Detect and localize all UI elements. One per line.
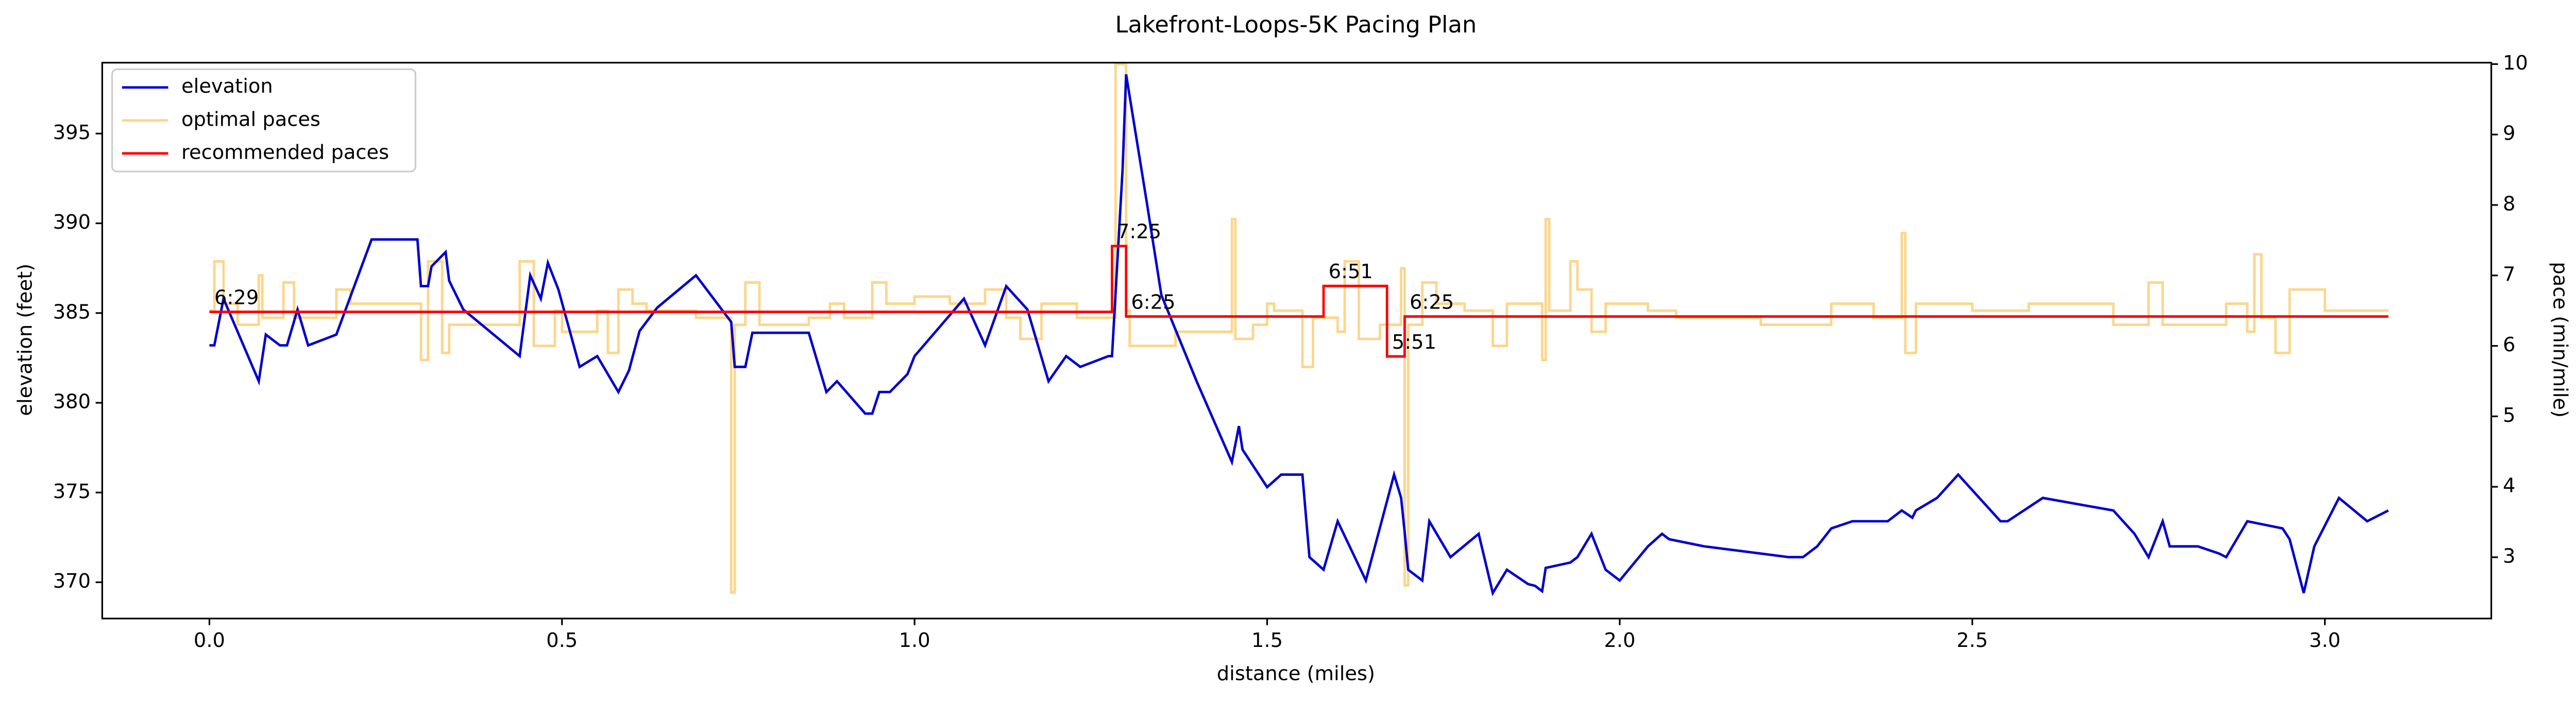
pace-annotation: 6:29 <box>214 286 259 309</box>
x-tick-label: 3.0 <box>2309 629 2341 652</box>
y-tick-label: 390 <box>53 211 91 234</box>
pace-annotation: 5:51 <box>1392 331 1436 354</box>
pace-annotation: 6:25 <box>1410 290 1454 314</box>
y2-tick-label: 8 <box>2503 192 2515 215</box>
y2-axis-label: pace (min/mile) <box>2548 262 2571 418</box>
y2-tick-label: 6 <box>2503 333 2515 356</box>
plot-area <box>209 63 2389 596</box>
step-connector <box>209 245 2388 358</box>
y2-tick-label: 5 <box>2503 404 2515 427</box>
pace-annotation: 6:51 <box>1329 260 1373 283</box>
elevation-line <box>209 74 2389 596</box>
y-axis-label: elevation (feet) <box>14 264 37 416</box>
pace-annotation: 7:25 <box>1117 220 1161 244</box>
y2-tick-label: 4 <box>2503 474 2515 498</box>
y2-tick-label: 9 <box>2503 122 2515 145</box>
legend-box <box>111 68 417 173</box>
legend-label: elevation <box>181 75 273 98</box>
y2-tick-label: 7 <box>2503 263 2515 286</box>
x-tick-label: 0.0 <box>194 629 225 652</box>
y-tick-label: 395 <box>53 121 91 144</box>
y-tick-label: 375 <box>53 480 91 503</box>
y2-tick-label: 10 <box>2503 52 2528 75</box>
x-axis-label: distance (miles) <box>1217 662 1375 685</box>
x-tick-label: 1.5 <box>1251 629 1283 652</box>
y-tick-label: 370 <box>53 570 91 593</box>
legend-label: recommended paces <box>181 141 389 164</box>
y2-tick-label: 3 <box>2503 544 2515 568</box>
x-tick-label: 2.5 <box>1957 629 1988 652</box>
chart-title: Lakefront-Loops-5K Pacing Plan <box>1115 11 1477 38</box>
y-tick-label: 385 <box>53 300 91 323</box>
x-tick-label: 0.5 <box>546 629 578 652</box>
x-tick-label: 2.0 <box>1604 629 1635 652</box>
y-tick-label: 380 <box>53 390 91 414</box>
legend-label: optimal paces <box>181 108 320 131</box>
plot-frame <box>101 62 2493 620</box>
x-tick-label: 1.0 <box>899 629 930 652</box>
pace-annotation: 6:25 <box>1131 290 1175 314</box>
